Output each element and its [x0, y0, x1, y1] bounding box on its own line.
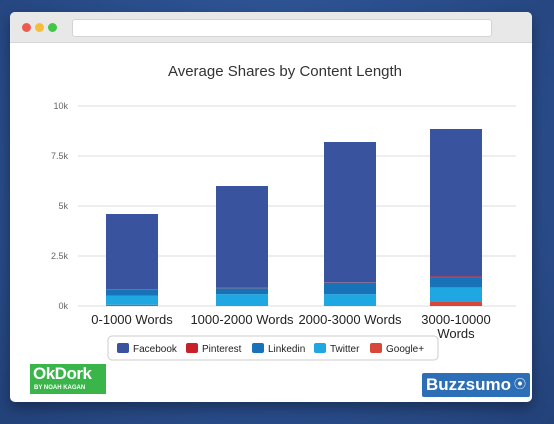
legend-swatch	[186, 343, 198, 353]
y-tick-label: 7.5k	[51, 151, 69, 161]
legend-swatch	[117, 343, 129, 353]
bar-segment	[216, 186, 268, 288]
minimize-window-button[interactable]	[35, 23, 44, 32]
legend-swatch	[370, 343, 382, 353]
legend-swatch	[314, 343, 326, 353]
bar-segment	[430, 287, 482, 302]
y-tick-label: 5k	[58, 201, 68, 211]
bar-segment	[324, 282, 376, 295]
bar-segment	[430, 129, 482, 277]
buzzsumo-logo: Buzzsumo ⦿	[422, 373, 530, 397]
bar-segment	[324, 142, 376, 283]
x-tick-label: 0-1000 Words	[91, 312, 173, 327]
y-tick-label: 2.5k	[51, 251, 69, 261]
window-titlebar	[10, 12, 532, 43]
bar-segment	[324, 294, 376, 306]
okdork-logo-text: OkDork	[33, 364, 92, 383]
signal-icon: ⦿	[513, 377, 526, 391]
bar-segment	[106, 214, 158, 290]
y-tick-label: 10k	[53, 101, 68, 111]
bar-segment	[106, 289, 158, 296]
close-window-button[interactable]	[22, 23, 31, 32]
bar-segment	[106, 304, 158, 306]
legend-label: Facebook	[133, 344, 178, 355]
y-tick-label: 0k	[58, 301, 68, 311]
x-tick-label: 3000-10000	[421, 312, 490, 327]
x-tick-label: 1000-2000 Words	[190, 312, 294, 327]
legend-label: Linkedin	[268, 344, 305, 355]
bar-segment	[430, 276, 482, 278]
okdork-logo-subtext: BY NOAH KAGAN	[34, 385, 86, 391]
okdork-logo: OkDork BY NOAH KAGAN	[30, 364, 106, 394]
bar-segment	[216, 305, 268, 306]
bar-segment	[430, 302, 482, 306]
bar-segment	[324, 305, 376, 306]
buzzsumo-logo-text: Buzzsumo	[426, 375, 511, 394]
legend-label: Twitter	[330, 344, 360, 355]
address-bar[interactable]	[72, 19, 492, 37]
maximize-window-button[interactable]	[48, 23, 57, 32]
x-tick-label: 2000-3000 Words	[298, 312, 402, 327]
bar-segment	[430, 277, 482, 288]
x-tick-label: Words	[437, 326, 475, 341]
legend-label: Pinterest	[202, 344, 242, 355]
chart-title: Average Shares by Content Length	[168, 63, 402, 80]
legend-box	[107, 335, 439, 361]
legend-label: Google+	[386, 344, 424, 355]
bar-segment	[216, 288, 268, 295]
bar-segment	[106, 295, 158, 305]
legend-swatch	[252, 343, 264, 353]
bar-segment	[216, 294, 268, 306]
